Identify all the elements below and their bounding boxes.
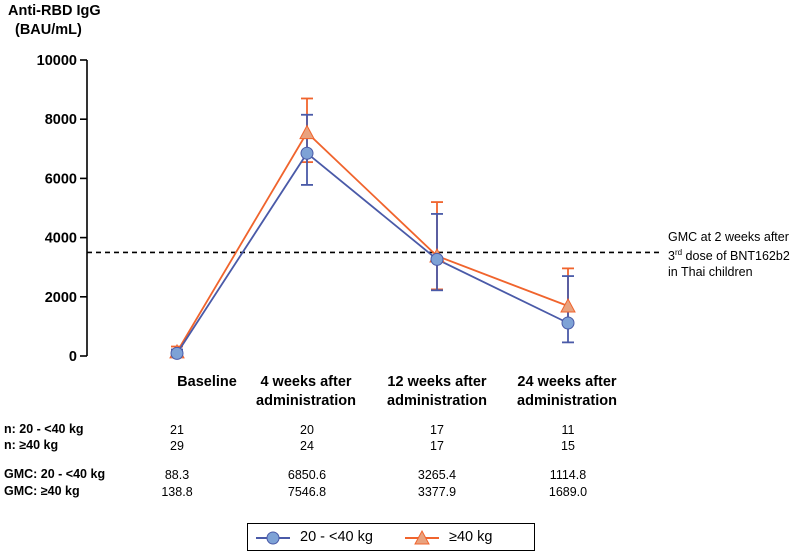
legend-circle-marker-icon bbox=[256, 531, 290, 545]
gmc-label-20-40kg: GMC: 20 - <40 kg bbox=[4, 467, 106, 481]
gmc-20-40kg-4wk: 6850.6 bbox=[287, 468, 327, 482]
legend: 20 - <40 kg ≥40 kg bbox=[247, 523, 535, 551]
y-tick-label: 0 bbox=[69, 349, 77, 365]
data-point-triangle bbox=[560, 297, 576, 313]
legend-label-40kg: ≥40 kg bbox=[449, 529, 493, 545]
data-point-circle bbox=[300, 146, 314, 160]
gmc-20-40kg-baseline: 88.3 bbox=[164, 468, 190, 482]
n-20-40kg-baseline: 21 bbox=[170, 423, 184, 437]
gmc-40kg-4wk: 7546.8 bbox=[287, 485, 327, 499]
reference-label-ordinal: rd bbox=[674, 248, 683, 257]
category-1-line1: 4 weeks after bbox=[260, 374, 352, 390]
reference-label-dose-text: dose of BNT162b2 bbox=[682, 249, 790, 264]
reference-label-line2: 3rd dose of BNT162b2 bbox=[668, 245, 790, 264]
n-40kg-baseline: 29 bbox=[170, 439, 184, 453]
y-tick-label: 6000 bbox=[45, 171, 77, 187]
legend-item-20-40kg: 20 - <40 kg bbox=[256, 528, 386, 548]
category-label-baseline: Baseline bbox=[132, 373, 282, 392]
gmc-label-40kg: GMC: ≥40 kg bbox=[4, 484, 80, 498]
n-40kg-4wk: 24 bbox=[300, 439, 314, 453]
n-20-40kg-24wk: 11 bbox=[561, 423, 575, 437]
data-point-circle bbox=[170, 346, 184, 360]
legend-triangle-marker-icon bbox=[405, 529, 439, 545]
legend-label-20-40kg: 20 - <40 kg bbox=[300, 529, 373, 545]
gmc-40kg-baseline: 138.8 bbox=[161, 485, 193, 499]
n-20-40kg-4wk: 20 bbox=[300, 423, 314, 437]
y-axis-label-line2: (BAU/mL) bbox=[15, 22, 82, 38]
y-tick-label: 4000 bbox=[45, 231, 77, 247]
y-tick-label: 10000 bbox=[37, 53, 77, 69]
category-1-line2: administration bbox=[256, 393, 356, 409]
y-axis-label: Anti-RBD IgG (BAU/mL) bbox=[8, 2, 101, 40]
gmc-20-40kg-24wk: 1114.8 bbox=[549, 468, 587, 482]
reference-line-label: GMC at 2 weeks after 3rd dose of BNT162b… bbox=[668, 229, 790, 280]
data-point-triangle bbox=[299, 124, 315, 140]
category-label-12-weeks: 12 weeks after administration bbox=[362, 373, 512, 411]
gmc-40kg-12wk: 3377.9 bbox=[417, 485, 457, 499]
y-tick-label: 8000 bbox=[45, 112, 77, 128]
category-label-24-weeks: 24 weeks after administration bbox=[492, 373, 642, 411]
reference-label-line1: GMC at 2 weeks after bbox=[668, 230, 789, 244]
y-tick-label: 2000 bbox=[45, 290, 77, 306]
reference-label-line3: in Thai children bbox=[668, 265, 753, 280]
gmc-20-40kg-12wk: 3265.4 bbox=[417, 468, 457, 482]
legend-item-40kg: ≥40 kg bbox=[405, 528, 525, 548]
category-2-line1: 12 weeks after bbox=[387, 374, 487, 390]
n-40kg-24wk: 15 bbox=[561, 439, 575, 453]
category-2-line2: administration bbox=[387, 393, 487, 409]
series-line bbox=[176, 131, 569, 353]
series-line bbox=[176, 151, 569, 354]
y-axis-label-line1: Anti-RBD IgG bbox=[8, 3, 101, 19]
n-20-40kg-12wk: 17 bbox=[430, 423, 444, 437]
n-label-20-40kg: n: 20 - <40 kg bbox=[4, 422, 84, 436]
category-3-line1: 24 weeks after bbox=[517, 374, 617, 390]
n-label-40kg: n: ≥40 kg bbox=[4, 438, 59, 452]
category-0-line1: Baseline bbox=[177, 374, 237, 390]
data-point-circle bbox=[430, 252, 444, 266]
n-40kg-12wk: 17 bbox=[430, 439, 444, 453]
category-label-4-weeks: 4 weeks after administration bbox=[231, 373, 381, 411]
category-3-line2: administration bbox=[517, 393, 617, 409]
gmc-40kg-24wk: 1689.0 bbox=[548, 485, 588, 499]
reference-label-dose-number: 3 bbox=[668, 249, 675, 264]
data-point-circle bbox=[561, 316, 575, 330]
